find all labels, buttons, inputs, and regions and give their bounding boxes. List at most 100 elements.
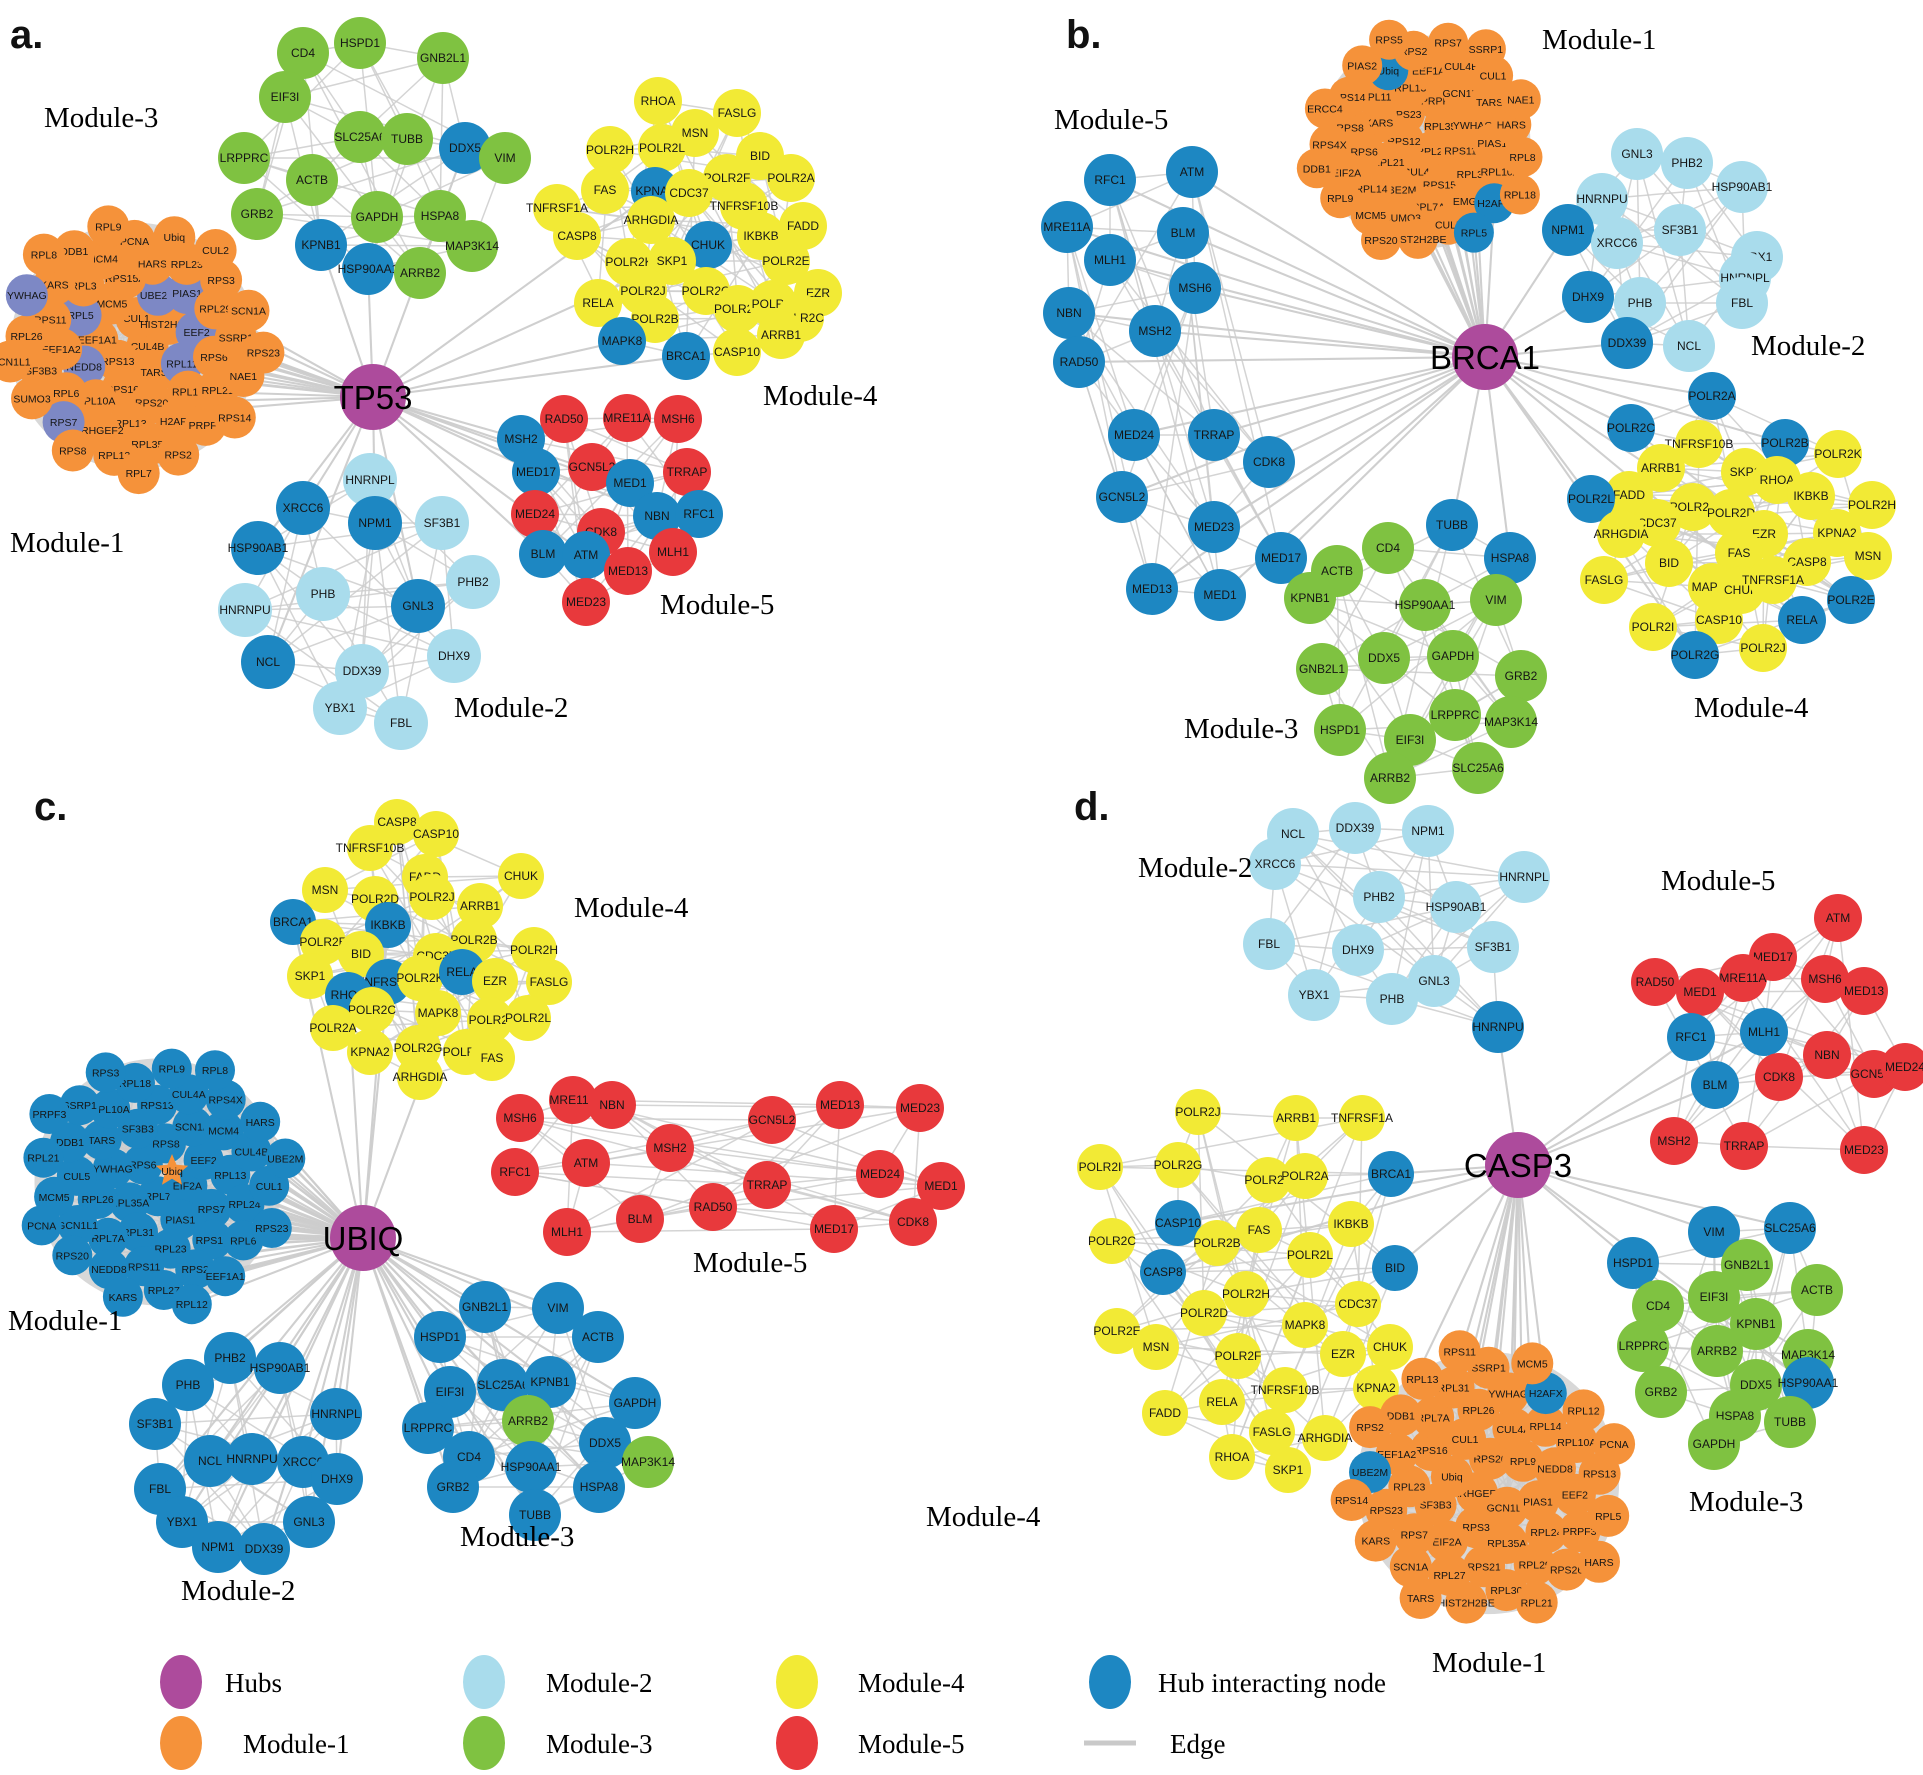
node-label: MED24 — [515, 507, 555, 521]
node-label: KARS — [109, 1292, 138, 1304]
node-label: RPS8 — [59, 446, 87, 458]
node-TUBB — [1426, 499, 1478, 551]
node-label: TARS — [1407, 1593, 1434, 1605]
node-MSH6 — [1169, 262, 1221, 314]
node-label: RPL12 — [176, 1299, 208, 1311]
node-label: ACTB — [296, 173, 328, 187]
node-label: VIM — [1703, 1225, 1724, 1239]
node-label: BID — [351, 947, 371, 961]
node-label: MSN — [682, 126, 709, 140]
node-label: MLH1 — [657, 545, 689, 559]
edge — [256, 147, 466, 215]
node-label: FAS — [1728, 546, 1751, 560]
node-label: CD4 — [1376, 541, 1400, 555]
edge — [1309, 597, 1411, 741]
node-label: DHX9 — [1342, 943, 1374, 957]
module-module-4: RHOA FASLG MSN POLR2H POLR2L BID POLR2F POLR2A F… — [526, 77, 842, 380]
node-label: RPS6 — [200, 352, 228, 364]
edge — [302, 507, 455, 657]
node-label: YBX1 — [167, 1515, 198, 1529]
node-label: PHB — [311, 587, 336, 601]
edge — [712, 1206, 914, 1223]
node-label: MSN — [1855, 549, 1882, 563]
node-SLC25A6 — [1764, 1202, 1816, 1254]
node-BID — [1645, 539, 1693, 587]
node-label: MAPK8 — [1285, 1318, 1326, 1332]
edge — [639, 1107, 921, 1220]
node-NPM1 — [348, 496, 402, 550]
edge — [362, 1237, 559, 1309]
node-label: TNFRSF1A — [1742, 573, 1804, 587]
node-RFC1 — [491, 1148, 539, 1196]
node-POLR2C — [1607, 404, 1655, 452]
node-label: HSPA8 — [421, 209, 460, 223]
node-label: CD4 — [1646, 1299, 1670, 1313]
node-FBL — [374, 696, 428, 750]
node-label: IKBKB — [1333, 1217, 1368, 1231]
node-label: MED13 — [820, 1098, 860, 1112]
node-label: XRCC6 — [1597, 236, 1638, 250]
node-label: FAS — [594, 183, 617, 197]
node-label: TRRAP — [667, 465, 708, 479]
node-FAS — [1715, 529, 1763, 577]
node-RPL29 — [1513, 1543, 1556, 1586]
hub-node-BRCA1 — [1452, 324, 1518, 390]
node-label: RPS16 — [196, 1235, 229, 1247]
node-POLR2C — [1089, 1218, 1135, 1264]
node-NBN — [1803, 1031, 1851, 1079]
node-label: ERCC4 — [1307, 104, 1343, 116]
node-label: RELA — [1206, 1395, 1237, 1409]
node-label: RPL31 — [122, 1227, 154, 1239]
node-RPL12 — [1562, 1389, 1605, 1432]
node-RPS5 — [1369, 19, 1410, 60]
edge — [1191, 171, 1486, 358]
node-label: ACTB — [1801, 1283, 1833, 1297]
node-label: HARS — [1497, 119, 1526, 131]
edge — [1111, 1240, 1223, 1403]
module-module-3: VIM SLC25A6 HSPD1 GNB2L1 EIF3I ACTB CD4 KPNB1 MA… — [1607, 1202, 1843, 1470]
node-label: YWHAG — [93, 1163, 133, 1175]
node-MSH2 — [646, 1124, 694, 1172]
node-HARS — [1578, 1540, 1620, 1583]
node-label: ARRB1 — [1641, 461, 1681, 475]
node-label: MRE11A — [1719, 971, 1766, 985]
node-GCN1L1 — [0, 340, 32, 383]
node-POLR2H — [1848, 481, 1896, 529]
node-MCM4 — [203, 1110, 244, 1151]
node-label: EIF2A — [1432, 1536, 1461, 1548]
node-HNRNPL — [343, 453, 397, 507]
node-label: CHUK — [504, 869, 538, 883]
node-label: GRB2 — [1505, 669, 1538, 683]
node-label: RAD50 — [1060, 355, 1099, 369]
node-label: ARRB1 — [1276, 1111, 1316, 1125]
node-label: RPS4X — [1312, 139, 1346, 151]
node-POLR2I — [1077, 1144, 1123, 1190]
node-label: CDK8 — [1763, 1070, 1795, 1084]
node-label: YWHAG — [1488, 1388, 1528, 1400]
node-label: FASLG — [1253, 1425, 1292, 1439]
edge — [1268, 356, 1486, 463]
node-KARS — [1354, 1519, 1397, 1562]
node-label: CDC37 — [1338, 1297, 1378, 1311]
legend-swatch-hub_interacting — [1089, 1655, 1131, 1709]
node-label: EZR — [1331, 1347, 1355, 1361]
node-label: POLR2H — [586, 143, 634, 157]
node-GCN5L2 — [568, 443, 616, 491]
edge — [1151, 287, 1196, 590]
node-POLR2G — [1671, 631, 1719, 679]
node-TUBB — [509, 1489, 561, 1541]
node-label: EIF2A — [173, 1181, 202, 1193]
node-label: POLR2G — [682, 284, 731, 298]
node-label: Ubiq — [1377, 65, 1399, 77]
node-RPL24 — [1525, 1511, 1568, 1554]
node-label: POLR2J — [409, 890, 454, 904]
node-label: RPL27 — [148, 1285, 180, 1297]
node-ARRB1 — [1273, 1095, 1319, 1141]
node-label: NPM1 — [201, 1540, 235, 1554]
node-label: MSH6 — [503, 1111, 537, 1125]
node-label: MED23 — [1194, 520, 1234, 534]
node-label: DDB1 — [60, 246, 88, 258]
node-label: POLR2K — [605, 255, 652, 269]
node-ATM — [1814, 894, 1862, 942]
node-label: RPL31 — [1438, 1383, 1470, 1395]
